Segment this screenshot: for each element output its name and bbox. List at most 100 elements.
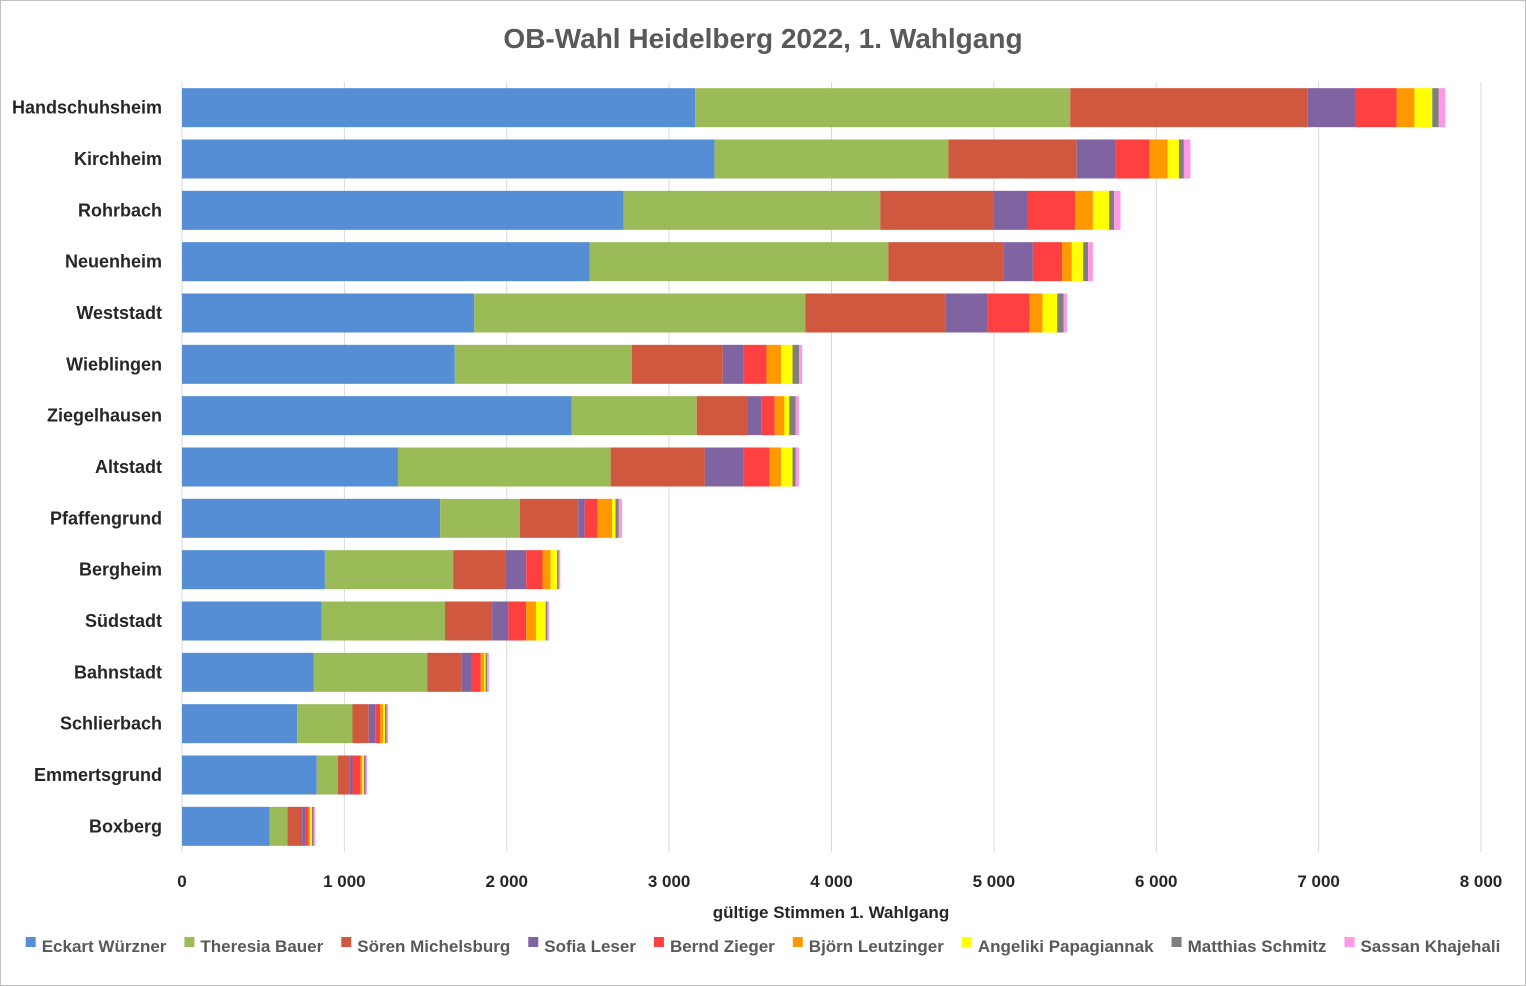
bar-segment: [492, 601, 509, 641]
legend-item: Matthias Schmitz: [1171, 937, 1327, 956]
x-tick-label: 4 000: [810, 872, 853, 891]
bar-segment: [747, 396, 762, 436]
bar-segment: [550, 550, 558, 590]
legend-swatch: [792, 937, 803, 947]
legend-label: Matthias Schmitz: [1188, 937, 1327, 956]
bar-segment: [337, 755, 350, 795]
bar-segment: [1092, 190, 1110, 230]
bar-segment: [302, 806, 306, 846]
bar-segment: [484, 652, 486, 692]
bar-segment: [182, 396, 572, 436]
category-label: Boxberg: [89, 816, 162, 836]
bar-segment: [316, 755, 338, 795]
bar-segment: [526, 601, 536, 641]
bar-segment: [365, 755, 368, 795]
bar-segment: [324, 550, 454, 590]
bar-segment: [623, 190, 881, 230]
bar-segment: [454, 344, 632, 384]
bar-segment: [182, 806, 270, 846]
bar-segment: [1178, 139, 1184, 179]
bar-segment: [182, 652, 314, 692]
legend-label: Angeliki Papagiannak: [978, 937, 1154, 956]
bar-segment: [766, 344, 782, 384]
bar-segment: [311, 806, 314, 846]
bar-segment: [368, 704, 376, 744]
bar-segment: [471, 652, 481, 692]
bar-segment: [571, 396, 697, 436]
bar-segment: [558, 550, 561, 590]
x-tick-label: 7 000: [1297, 872, 1340, 891]
x-tick-label: 6 000: [1135, 872, 1178, 891]
legend-item: Theresia Bauer: [184, 937, 324, 956]
bar-segment: [557, 550, 559, 590]
bar-segment: [349, 755, 353, 795]
bar-segment: [360, 755, 363, 795]
category-label: Bergheim: [79, 560, 162, 580]
bar-segment: [612, 498, 616, 538]
bar-segment: [589, 242, 889, 282]
x-tick-label: 0: [177, 872, 186, 891]
bar-segment: [1167, 139, 1179, 179]
bar-segment: [182, 447, 398, 487]
bar-segment: [695, 88, 1071, 128]
x-axis-title: gültige Stimmen 1. Wahlgang: [713, 903, 949, 922]
bar-segment: [805, 293, 946, 333]
bar-segment: [743, 447, 770, 487]
legend-label: Sören Michelsburg: [357, 937, 510, 956]
legend-swatch: [25, 937, 36, 947]
bar-segment: [615, 498, 619, 538]
bar-segment: [584, 498, 598, 538]
category-label: Pfaffengrund: [50, 508, 162, 528]
bar-segment: [310, 806, 312, 846]
bar-segment: [743, 344, 767, 384]
bar-segment: [784, 396, 790, 436]
bar-segment: [1042, 293, 1058, 333]
bar-segment: [880, 190, 994, 230]
chart-title: OB-Wahl Heidelberg 2022, 1. Wahlgang: [503, 23, 1022, 54]
bar-segment: [182, 498, 441, 538]
legend: Eckart Würzner Theresia Bauer Sören Michel…: [25, 937, 1500, 956]
bar-segment: [535, 601, 546, 641]
bar-segment: [352, 704, 369, 744]
category-label: Neuenheim: [65, 252, 162, 272]
bar-segment: [480, 652, 485, 692]
bar-segment: [1027, 190, 1076, 230]
bar-segment: [795, 447, 800, 487]
bar-segment: [440, 498, 520, 538]
bar-segment: [618, 498, 623, 538]
legend-swatch: [341, 937, 352, 947]
bar-segment: [474, 293, 806, 333]
legend-swatch: [961, 937, 972, 947]
bar-segment: [487, 652, 489, 692]
bar-segment: [789, 396, 796, 436]
bar-segment: [313, 806, 316, 846]
category-labels: Handschuhsheim Kirchheim Rohrbach Neuenheim…: [12, 98, 162, 837]
bar-segment: [383, 704, 385, 744]
x-tick-label: 8 000: [1460, 872, 1503, 891]
bar-segment: [362, 755, 364, 795]
legend-item: Björn Leutzinger: [792, 937, 944, 956]
bar-segment: [781, 447, 793, 487]
bar-segment: [375, 704, 381, 744]
bar-segment: [631, 344, 723, 384]
bar-segment: [597, 498, 613, 538]
bar-segment: [1071, 242, 1084, 282]
legend-item: Sören Michelsburg: [341, 937, 510, 956]
category-label: Rohrbach: [78, 200, 162, 220]
category-label: Emmertsgrund: [34, 765, 162, 785]
legend-label: Sassan Khajehali: [1360, 937, 1500, 956]
bar-segment: [182, 293, 475, 333]
bar-segment: [704, 447, 744, 487]
bar-segment: [1432, 88, 1439, 128]
legend-label: Sofia Leser: [544, 937, 636, 956]
bar-segment: [610, 447, 705, 487]
bar-segment: [1438, 88, 1446, 128]
bar-segment: [182, 704, 298, 744]
x-tick-label: 5 000: [973, 872, 1016, 891]
bar-segment: [792, 447, 796, 487]
bar-segment: [578, 498, 585, 538]
category-label: Weststadt: [76, 303, 162, 323]
bar-segment: [1307, 88, 1356, 128]
bar-segment: [287, 806, 303, 846]
